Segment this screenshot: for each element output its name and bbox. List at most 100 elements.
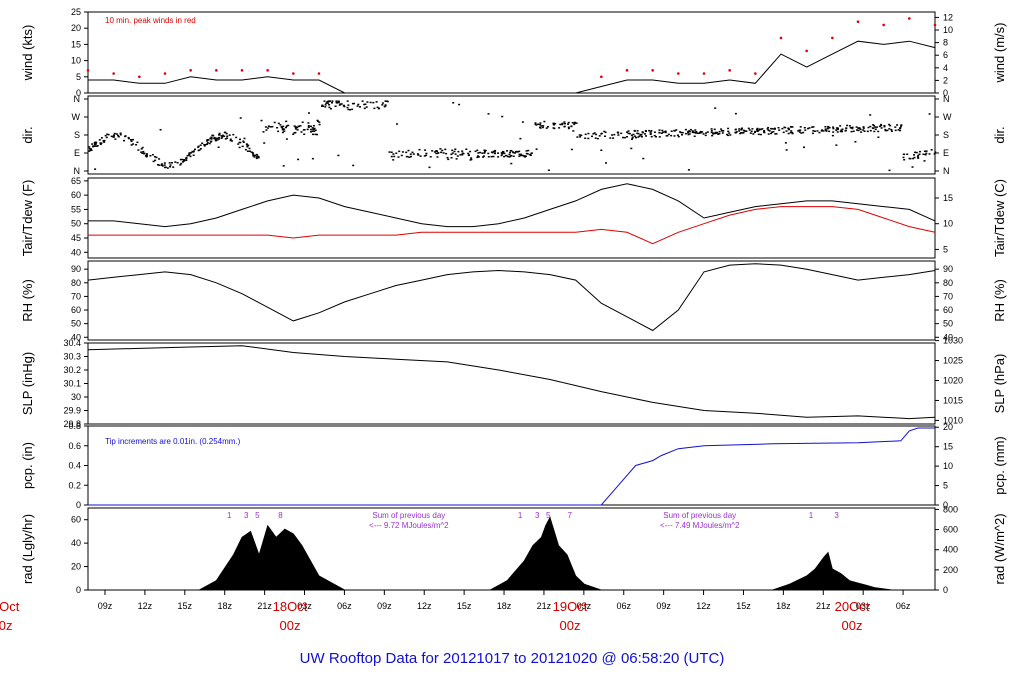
dir-point [299, 125, 302, 127]
dir-point [439, 148, 442, 150]
dir-point [481, 152, 484, 154]
dir-point [334, 105, 337, 107]
dir-point [140, 151, 143, 153]
dir-point [217, 146, 220, 148]
dir-point [587, 132, 590, 135]
dir-point [158, 164, 161, 166]
dir-point [459, 154, 462, 156]
dir-point [245, 143, 248, 145]
dir-point [567, 127, 570, 130]
dir-point [384, 100, 387, 102]
dir-point [594, 137, 597, 139]
dir-point [928, 113, 931, 115]
dir-point [638, 135, 641, 137]
dir-point [789, 131, 792, 134]
dir-point [363, 103, 366, 106]
dir-point [721, 132, 724, 134]
dir-point [376, 106, 379, 109]
wind-peak-point [882, 23, 885, 27]
dir-point [188, 154, 191, 156]
dir-point [246, 150, 249, 152]
dir-point [431, 150, 434, 152]
dir-point [899, 129, 902, 132]
dir-point [775, 133, 778, 135]
rad-hour-marker: 1 [227, 511, 232, 520]
slp-y2tick-label: 1025 [943, 356, 963, 366]
dir-point [465, 148, 468, 150]
dir-point [396, 123, 398, 125]
dir-point [790, 126, 793, 128]
dir-point [662, 131, 665, 133]
dir-point [756, 130, 759, 132]
dir-point [113, 132, 116, 135]
dir-point [352, 164, 355, 167]
dir-point [235, 136, 238, 139]
dir-point [174, 161, 177, 163]
wind-peak-point [317, 72, 321, 75]
dir-point [336, 102, 339, 104]
dir-point [191, 150, 194, 153]
dir-point [127, 137, 130, 140]
dir-point [803, 146, 805, 148]
dir-point [444, 148, 447, 151]
dir-point [433, 151, 436, 153]
dir-point [518, 153, 521, 156]
dir-point [691, 131, 694, 134]
dir-point [246, 146, 249, 148]
dir-point [521, 121, 524, 123]
dir-point [735, 131, 738, 133]
dir-point [512, 151, 514, 153]
dir-point [145, 154, 148, 156]
dir-point [644, 133, 646, 135]
dir-point [687, 169, 690, 171]
dir-point [761, 128, 764, 130]
dir-point [110, 135, 113, 138]
dir-point [224, 138, 227, 140]
wind-peak-point [292, 72, 295, 75]
dir-point [418, 148, 421, 151]
dir-point [516, 151, 519, 153]
dir-point [112, 134, 115, 137]
dir-point [635, 136, 637, 139]
dir-point [890, 130, 893, 132]
rh-ytick-label: 40 [71, 332, 81, 342]
dir-point [757, 129, 760, 132]
dir-point [816, 130, 819, 132]
dir-point [409, 153, 412, 155]
slp-panel: SLP (inHg) SLP (hPa) 29.8 29.9 30 30.1 30.2 30.… [20, 336, 1007, 429]
dir-point [91, 143, 94, 145]
dir-point [267, 125, 270, 127]
dir-point [636, 130, 639, 132]
dir-point [660, 132, 663, 134]
dir-point [318, 121, 321, 123]
dir-point [186, 154, 189, 157]
dir-point [378, 107, 381, 110]
dir-point [767, 126, 770, 129]
dir-point [397, 156, 400, 158]
dir-point [423, 155, 426, 157]
dir-point [375, 101, 378, 103]
wind-y2tick-label: 8 [943, 38, 948, 48]
dir-point [778, 129, 781, 131]
dir-point [521, 154, 524, 157]
dir-point [338, 104, 341, 106]
dir-point [741, 132, 743, 134]
dir-point [718, 130, 721, 133]
dir-point [622, 136, 624, 139]
dir-point [479, 151, 482, 154]
dir-point [729, 134, 732, 136]
rh-series-line [87, 263, 936, 332]
slp-ytick-label: 29.9 [63, 406, 81, 416]
wind-peak-point [754, 72, 757, 75]
dir-point [575, 122, 578, 124]
dir-point [840, 129, 843, 131]
dir-point [540, 125, 543, 127]
dir-point [503, 152, 506, 155]
dir-point [673, 130, 676, 132]
dir-point [835, 127, 838, 129]
wind-peak-point [728, 69, 731, 72]
dir-point [221, 134, 224, 137]
dir-point [914, 151, 916, 154]
dir-point [771, 131, 773, 133]
rh-ylabel: RH (%) [20, 279, 35, 322]
